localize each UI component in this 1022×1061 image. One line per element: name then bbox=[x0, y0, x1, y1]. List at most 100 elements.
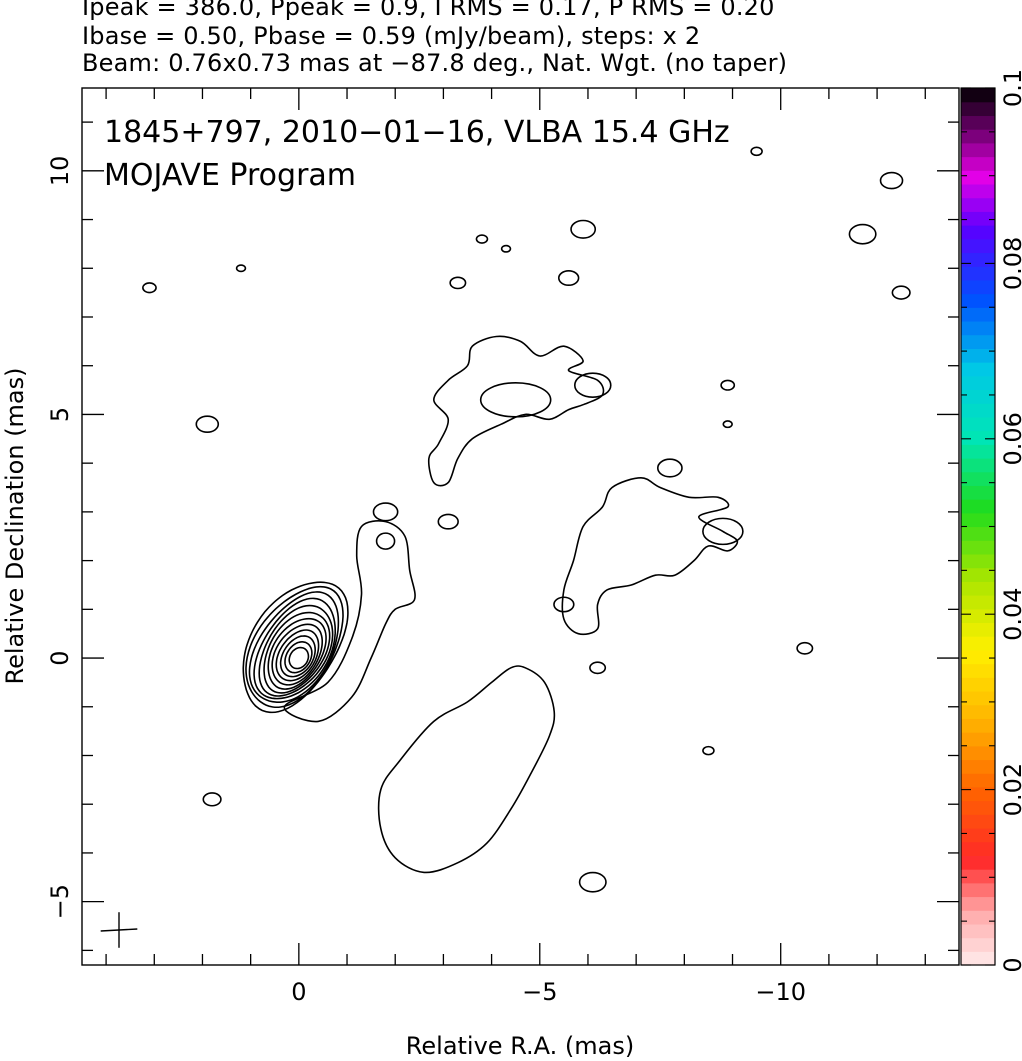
colorbar-segment bbox=[961, 348, 995, 363]
y-tick-label: 5 bbox=[46, 407, 74, 422]
x-tick-label: −5 bbox=[522, 978, 557, 1006]
colorbar-segment bbox=[961, 827, 995, 843]
noise-contour bbox=[702, 745, 715, 756]
colorbar-segment bbox=[961, 389, 995, 404]
header-line-1: Ipeak = 386.0, Ppeak = 0.9, I RMS = 0.17… bbox=[82, 0, 775, 21]
core-contour bbox=[248, 591, 340, 704]
colorbar-segment bbox=[961, 512, 995, 528]
noise-contour bbox=[372, 502, 399, 522]
colorbar-tick-label: 0.04 bbox=[999, 587, 1022, 640]
colorbar-segment bbox=[961, 663, 995, 678]
core-contour bbox=[271, 623, 324, 686]
colorbar-segment bbox=[961, 183, 995, 199]
colorbar-segment bbox=[961, 307, 995, 322]
colorbar-segment bbox=[961, 800, 995, 815]
core-jet-extension bbox=[283, 520, 416, 723]
colorbar-segment bbox=[961, 115, 995, 130]
noise-contour bbox=[879, 171, 904, 190]
colorbar-segment bbox=[961, 170, 995, 185]
noise-contour bbox=[720, 379, 736, 391]
colorbar-segment bbox=[961, 786, 995, 802]
colorbar-segment bbox=[961, 745, 995, 761]
colorbar-segment bbox=[961, 526, 995, 541]
noise-contour bbox=[500, 244, 512, 253]
colorbar-segment bbox=[961, 896, 995, 911]
north-lobe-island bbox=[573, 372, 612, 399]
colorbar-segment bbox=[961, 334, 995, 349]
colorbar-segment bbox=[961, 485, 995, 500]
colorbar-segment bbox=[961, 855, 995, 870]
north-lobe bbox=[427, 335, 605, 487]
colorbar-segment bbox=[961, 759, 995, 774]
core-contour bbox=[245, 585, 344, 709]
noise-contour bbox=[578, 871, 607, 893]
noise-contour bbox=[589, 661, 607, 675]
colorbar-segment bbox=[961, 225, 995, 240]
colorbar-segment bbox=[961, 293, 995, 308]
colorbar-segment bbox=[961, 937, 995, 952]
contour-layer bbox=[142, 146, 911, 893]
colorbar-segment bbox=[961, 362, 995, 377]
colorbar-tick-label: 0.02 bbox=[999, 763, 1022, 816]
colorbar-tick-label: 0.06 bbox=[999, 412, 1022, 465]
colorbar-segment bbox=[961, 923, 995, 939]
noise-contour bbox=[437, 513, 459, 530]
colorbar-segment bbox=[961, 197, 995, 212]
noise-contour bbox=[449, 276, 467, 290]
colorbar-segment bbox=[961, 129, 995, 144]
noise-contour bbox=[656, 458, 683, 478]
colorbar-segment bbox=[961, 841, 995, 856]
colorbar-segment bbox=[961, 403, 995, 418]
annotation-program: MOJAVE Program bbox=[104, 158, 356, 193]
colorbar-segment bbox=[961, 279, 995, 295]
header-line-2: Ibase = 0.50, Pbase = 0.59 (mJy/beam), s… bbox=[82, 22, 701, 50]
colorbar-segment bbox=[961, 773, 995, 788]
core-contour bbox=[275, 629, 320, 682]
colorbar-segment bbox=[961, 156, 995, 171]
x-tick-label: 0 bbox=[291, 978, 306, 1006]
colorbar-segment bbox=[961, 581, 995, 596]
colorbar-segment bbox=[961, 211, 995, 226]
annotation-source: 1845+797, 2010−01−16, VLBA 15.4 GHz bbox=[104, 115, 730, 150]
colorbar-segment bbox=[961, 718, 995, 733]
core-contour bbox=[263, 611, 331, 694]
core-contour bbox=[242, 581, 349, 714]
plot-frame bbox=[81, 87, 960, 966]
west-lobe-island bbox=[702, 517, 744, 546]
noise-contour bbox=[202, 792, 222, 807]
colorbar-segment bbox=[961, 320, 995, 336]
colorbar-segment bbox=[961, 951, 995, 966]
colorbar-segment bbox=[961, 375, 995, 391]
colorbar-segment bbox=[961, 444, 995, 459]
axes: 0 −5 −10 −5 0 5 10 bbox=[46, 87, 960, 1006]
colorbar-segment bbox=[961, 430, 995, 445]
y-tick-label: −5 bbox=[46, 884, 74, 919]
colorbar-segment bbox=[961, 608, 995, 624]
noise-contour bbox=[553, 596, 575, 613]
noise-contour bbox=[722, 420, 733, 429]
y-axis-label: Relative Declination (mas) bbox=[1, 367, 29, 684]
colorbar-segment bbox=[961, 457, 995, 473]
noise-contour bbox=[570, 219, 597, 239]
noise-contour bbox=[891, 285, 911, 300]
colorbar-segment bbox=[961, 677, 995, 692]
colorbar-segment bbox=[961, 416, 995, 432]
y-tick-label: 10 bbox=[46, 156, 74, 187]
x-axis-label: Relative R.A. (mas) bbox=[406, 1032, 634, 1060]
north-lobe-island bbox=[479, 382, 552, 418]
colorbar-segment bbox=[961, 649, 995, 665]
core-contour bbox=[279, 635, 317, 678]
colorbar-tick-label: 0.1 bbox=[999, 69, 1022, 107]
colorbar-segment bbox=[961, 540, 995, 555]
noise-contour bbox=[796, 641, 814, 655]
noise-contour bbox=[475, 234, 489, 244]
colorbar-segment bbox=[961, 814, 995, 829]
noise-contour bbox=[750, 146, 763, 157]
colorbar-segment bbox=[961, 704, 995, 719]
colorbar-segment bbox=[961, 636, 995, 651]
noise-contour bbox=[848, 223, 877, 245]
noise-contour bbox=[557, 270, 580, 287]
colorbar-tick-label: 0 bbox=[999, 957, 1022, 972]
colorbar-tick-label: 0.08 bbox=[999, 237, 1022, 290]
